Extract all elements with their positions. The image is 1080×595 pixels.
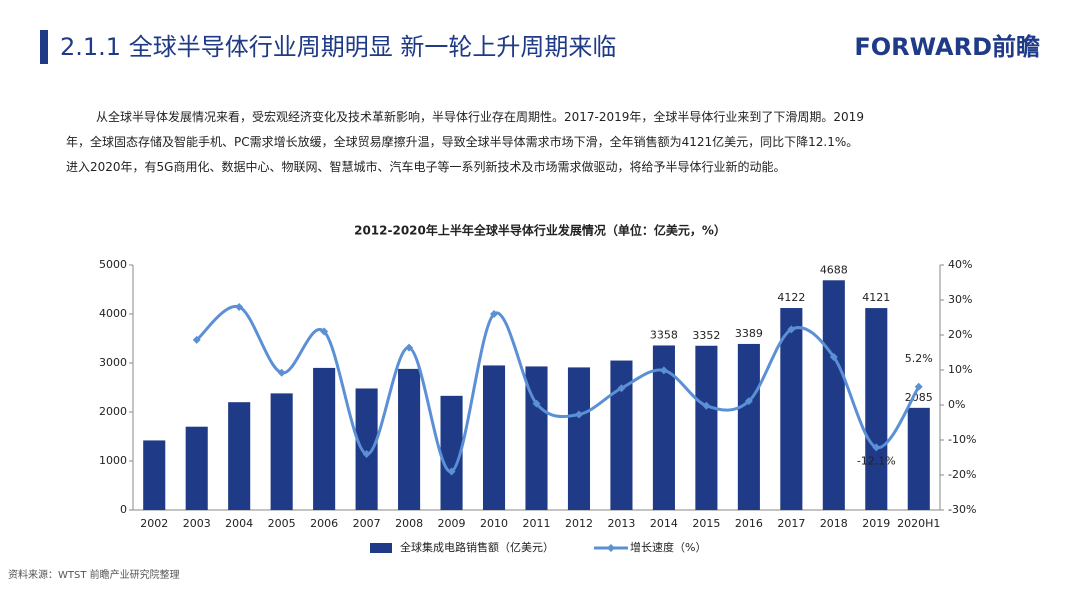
y2-tick-label: 30% [948,293,972,306]
line [195,305,921,474]
x-tick-label: 2020H1 [897,517,940,530]
x-tick-label: 2002 [140,517,168,530]
y2-tick-label: 20% [948,328,972,341]
y-tick-label: 3000 [99,356,127,369]
x-tick-label: 2015 [692,517,720,530]
x-tick-label: 2007 [353,517,381,530]
bar [270,393,293,510]
bar [695,345,718,510]
y2-tick-label: -10% [948,433,976,446]
line-marker [702,401,711,410]
line-marker [914,382,923,391]
line-marker [320,327,329,336]
y-tick-label: 5000 [99,258,127,271]
bar [355,388,378,510]
chart-title: 2012-2020年上半年全球半导体行业发展情况（单位：亿美元，%） [354,223,726,238]
data-label: 4122 [777,291,805,304]
bar [865,308,888,510]
line-marker [744,397,753,406]
y-tick-label: 4000 [99,307,127,320]
x-tick-label: 2006 [310,517,338,530]
data-label: -12.1% [857,454,896,467]
data-label: 4121 [862,291,890,304]
line-marker [787,325,796,334]
line-marker [405,343,414,352]
slide-title: 2.1.1 全球半导体行业周期明显 新一轮上升周期来临 [60,33,617,61]
legend-swatch [607,544,615,552]
x-tick-label: 2005 [268,517,296,530]
x-tick-label: 2011 [523,517,551,530]
y2-tick-label: -30% [948,503,976,516]
line-marker [659,366,668,375]
line-marker [490,310,499,318]
logo: FORWARD前瞻 [854,33,1040,61]
line-marker [362,450,371,458]
line-marker [617,384,626,393]
data-label: 3389 [735,327,763,340]
y-tick-label: 1000 [99,454,127,467]
x-tick-label: 2003 [183,517,211,530]
paragraph-line: 从全球半导体发展情况来看，受宏观经济变化及技术革新影响，半导体行业存在周期性。2… [96,110,864,124]
paragraph-line: 进入2020年，有5G商用化、数据中心、物联网、智慧城市、汽车电子等一系列新技术… [66,160,786,174]
paragraph-line: 年，全球固态存储及智能手机、PC需求增长放缓，全球贸易摩擦升温，导致全球半导体需… [66,135,859,149]
data-label: 4688 [820,263,848,276]
bar [652,345,675,510]
bar [907,407,930,510]
line-marker [447,467,456,476]
line-marker [829,353,838,362]
x-tick-label: 2014 [650,517,678,530]
y-tick-label: 0 [120,503,127,516]
line-marker [277,368,286,377]
x-tick-label: 2018 [820,517,848,530]
y-tick-label: 2000 [99,405,127,418]
bar [567,367,591,510]
y2-tick-label: -20% [948,468,976,481]
x-tick-label: 2016 [735,517,763,530]
legend-label: 增长速度（%） [630,540,706,554]
y2-tick-label: 10% [948,363,972,376]
data-label: 3358 [650,328,678,341]
data-label: 5.2% [905,352,933,365]
bar [398,368,421,510]
bar [440,395,463,510]
title-bar [40,30,48,64]
bar [313,367,336,510]
line-marker [192,335,201,344]
bar [525,366,548,510]
data-label: 2085 [905,391,933,404]
legend-swatch [370,543,392,553]
bar [780,308,803,510]
bar [185,426,208,510]
bar [737,343,760,510]
bar [610,360,633,510]
data-label: 3352 [692,329,720,342]
line-marker [532,399,541,408]
x-tick-label: 2010 [480,517,508,530]
source: 资料来源：WTST 前瞻产业研究院整理 [8,568,180,581]
line-marker [235,303,244,311]
bar [143,440,166,510]
y2-tick-label: 40% [948,258,972,271]
x-tick-label: 2004 [225,517,253,530]
x-tick-label: 2009 [438,517,466,530]
bar [228,402,251,510]
legend-label: 全球集成电路销售额（亿美元） [400,540,554,554]
line-marker [872,443,881,452]
line-marker [574,410,583,419]
x-tick-label: 2017 [777,517,805,530]
bar [822,280,845,510]
x-tick-label: 2012 [565,517,593,530]
x-tick-label: 2019 [862,517,890,530]
x-tick-label: 2008 [395,517,423,530]
x-tick-label: 2013 [607,517,635,530]
bar [482,365,506,510]
y2-tick-label: 0% [948,398,965,411]
